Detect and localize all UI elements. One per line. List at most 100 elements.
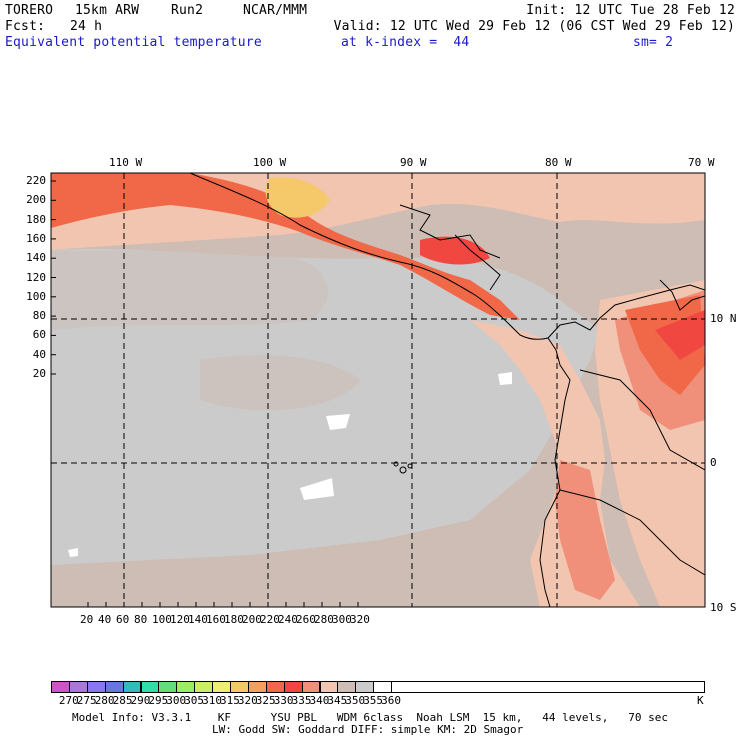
- y-tick-label: 100: [26, 289, 46, 303]
- x-tick-label: 280: [314, 613, 334, 626]
- forecast-hour: 24 h: [70, 19, 103, 34]
- field-region-355-c: [498, 372, 512, 385]
- coastline-venezuela: [659, 279, 705, 311]
- border-colombia: [579, 369, 705, 471]
- color-bar-swatch: [51, 681, 70, 693]
- x-tick-label: 260: [296, 613, 316, 626]
- map-field: [51, 173, 705, 607]
- x-tick-label: 200: [242, 613, 262, 626]
- x-tick-label: 40: [98, 613, 112, 626]
- field-region-355-d: [68, 548, 78, 557]
- color-bar-swatch: [194, 681, 214, 693]
- x-tick-label: 20: [80, 613, 94, 626]
- color-bar-swatch: [319, 681, 339, 693]
- run-label: Run2: [171, 3, 204, 18]
- color-bar-label: 360: [381, 694, 401, 707]
- border-ecuador-peru: [559, 489, 705, 576]
- forecast-label: Fcst:: [5, 19, 46, 34]
- x-tick-label: 220: [260, 613, 280, 626]
- level-info: at k-index = 44: [341, 35, 470, 50]
- color-bar-label: 320: [237, 694, 258, 707]
- model-name: TORERO: [5, 3, 54, 18]
- x-tick-label: 140: [188, 613, 208, 626]
- y-tick-label: 60: [32, 328, 46, 342]
- color-bar-label: 340: [309, 694, 330, 707]
- color-bar-swatch: [176, 681, 196, 693]
- color-bar-label: 350: [345, 694, 366, 707]
- color-bar-swatch: [283, 681, 303, 693]
- color-bar-swatch: [373, 681, 393, 693]
- color-bar-swatch: [301, 681, 321, 693]
- color-bar-swatch: [355, 681, 375, 693]
- color-bar-label: 310: [202, 694, 222, 707]
- coastline-central-america: [189, 173, 549, 340]
- y-tick-label: 140: [26, 251, 46, 265]
- x-tick-label: 240: [278, 613, 298, 626]
- color-bar-swatch: [122, 681, 142, 693]
- color-bar-unit: K: [697, 694, 704, 707]
- x-tick-label: 80: [134, 613, 148, 626]
- color-bar-label: 330: [273, 694, 294, 707]
- field-region-335-coast: [555, 460, 615, 600]
- organization: NCAR/MMM: [243, 3, 308, 18]
- field-region-325-east: [655, 310, 705, 360]
- galapagos-1: [393, 461, 399, 467]
- lat-label-10n: 10 N: [710, 312, 737, 325]
- field-region-355-b: [300, 478, 334, 500]
- color-bar-label: 315: [220, 694, 240, 707]
- color-bar-swatch: [265, 681, 285, 693]
- y-tick-label: 160: [26, 231, 46, 245]
- lon-label-70w: 70 W: [688, 156, 715, 169]
- y-tick-label: 180: [26, 212, 46, 226]
- color-bar-label: 355: [363, 694, 384, 707]
- y-tick-label: 20: [32, 367, 46, 380]
- color-bar-label: 345: [327, 694, 348, 707]
- graticule: [51, 173, 705, 607]
- model-resolution: 15km ARW: [75, 3, 140, 18]
- x-tick-label: 100: [152, 613, 172, 626]
- color-bar-swatch: [68, 681, 88, 693]
- lon-label-80w: 80 W: [545, 156, 572, 169]
- y-tick-label: 80: [32, 309, 46, 323]
- color-bar-label: 325: [255, 694, 276, 707]
- border-honduras: [454, 234, 501, 291]
- color-bar-swatch: [86, 681, 106, 693]
- color-bar-swatch: [337, 681, 357, 693]
- color-bar-label: 295: [148, 694, 169, 707]
- coastlines: [189, 173, 705, 607]
- map-frame: [50, 172, 706, 608]
- x-tick-label: 320: [350, 613, 370, 626]
- field-region-320-core: [265, 177, 330, 218]
- field-region-335-honduras: [420, 236, 490, 265]
- lat-label-0: 0: [710, 456, 717, 469]
- x-tick-label: 180: [224, 613, 244, 626]
- field-region-345-patch2: [200, 355, 360, 411]
- color-bar-label: 280: [94, 694, 115, 707]
- init-time: Init: 12 UTC Tue 28 Feb 12: [526, 3, 735, 18]
- field-name: Equivalent potential temperature: [5, 35, 262, 50]
- valid-time: Valid: 12 UTC Wed 29 Feb 12 (06 CST Wed …: [333, 19, 735, 34]
- smoothing-info: sm= 2: [633, 35, 674, 50]
- color-bar-swatch: [391, 681, 705, 693]
- lon-label-100w: 100 W: [253, 156, 287, 169]
- color-bar-swatch: [158, 681, 178, 693]
- y-tick-label: 220: [26, 174, 46, 187]
- color-bar-swatch: [247, 681, 267, 693]
- color-bar-swatch: [230, 681, 249, 693]
- color-bar-swatch: [104, 681, 124, 693]
- field-region-350: [51, 249, 600, 565]
- coastline-yucatan: [399, 204, 501, 259]
- lon-label-110w: 110 W: [109, 156, 143, 169]
- color-bar-label: 300: [166, 694, 187, 707]
- x-tick-label: 300: [332, 613, 352, 626]
- lat-label-10s: 10 S: [710, 601, 737, 614]
- color-bar-label: 285: [112, 694, 133, 707]
- lon-label-90w: 90 W: [400, 156, 427, 169]
- field-region-355-a: [326, 414, 350, 430]
- color-bar-label: 305: [184, 694, 205, 707]
- x-tick-label: 60: [116, 613, 130, 626]
- color-bar-label: 275: [76, 694, 97, 707]
- y-tick-label: 200: [26, 193, 46, 207]
- color-bar-swatch: [212, 681, 231, 693]
